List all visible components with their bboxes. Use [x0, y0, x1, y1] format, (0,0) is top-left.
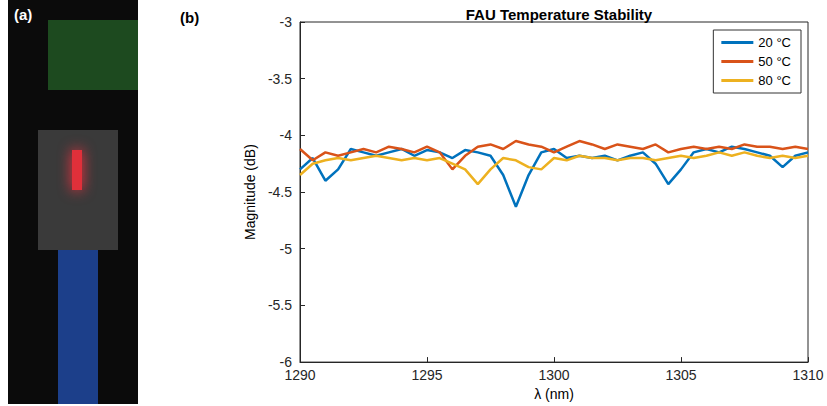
svg-text:(b): (b) — [180, 9, 199, 26]
svg-text:-4.5: -4.5 — [268, 184, 292, 200]
svg-text:FAU Temperature Stability: FAU Temperature Stability — [466, 6, 653, 23]
svg-text:1295: 1295 — [411, 367, 442, 383]
svg-text:1310: 1310 — [792, 367, 823, 383]
svg-text:50 °C: 50 °C — [758, 54, 791, 69]
svg-text:1305: 1305 — [665, 367, 696, 383]
svg-text:-5.5: -5.5 — [268, 297, 292, 313]
svg-text:Magnitude (dB): Magnitude (dB) — [242, 144, 258, 240]
svg-text:1300: 1300 — [538, 367, 569, 383]
svg-text:-4: -4 — [280, 127, 293, 143]
svg-text:20 °C: 20 °C — [758, 35, 791, 50]
svg-text:-6: -6 — [279, 354, 292, 371]
svg-text:80 °C: 80 °C — [758, 73, 791, 88]
svg-text:-3: -3 — [280, 14, 293, 30]
svg-text:1290: 1290 — [284, 367, 315, 383]
svg-text:-3.5: -3.5 — [268, 71, 292, 87]
html-text:(a): (a) — [14, 6, 33, 23]
svg-text:-5: -5 — [280, 241, 293, 257]
svg-text:λ (nm): λ (nm) — [534, 386, 574, 402]
